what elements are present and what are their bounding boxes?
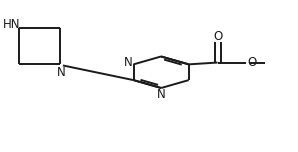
Text: N: N: [57, 66, 66, 79]
Text: HN: HN: [3, 18, 20, 31]
Text: O: O: [213, 30, 222, 43]
Text: N: N: [124, 56, 133, 69]
Text: N: N: [157, 88, 165, 101]
Text: O: O: [247, 56, 257, 69]
